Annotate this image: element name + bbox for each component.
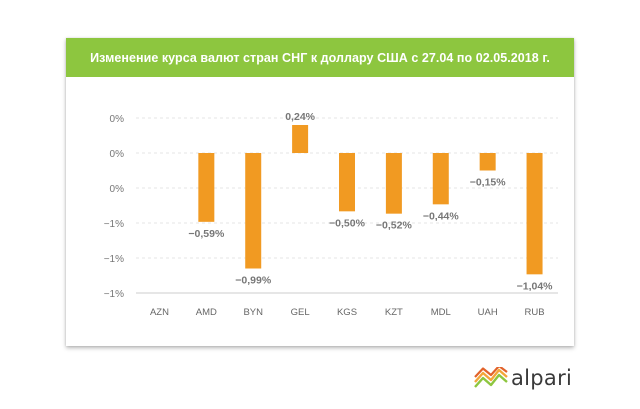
y-tick-label: −1% [104, 289, 124, 300]
chart-card: Изменение курса валют стран СНГ к доллар… [66, 38, 574, 346]
y-tick-label: −1% [104, 219, 124, 230]
y-tick-label: 0% [110, 114, 125, 125]
bar [526, 153, 543, 275]
chart-plot: 0% 0% 0% −1% −1% −1% AZN −0,59% AMD −0,99% BYN 0,24… [104, 111, 558, 318]
bar [292, 125, 309, 153]
bar [198, 153, 215, 222]
alpari-logo-text: alpari [511, 366, 573, 390]
x-tick-label: GEL [291, 307, 310, 318]
y-tick-label: −1% [104, 254, 124, 265]
bar [245, 153, 262, 269]
data-label: −0,15% [470, 177, 507, 189]
alpari-logo: alpari [473, 365, 593, 397]
x-tick-label: AZN [150, 307, 169, 318]
data-label: −0,52% [376, 220, 413, 232]
x-tick-label: KZT [385, 307, 403, 318]
bar [479, 153, 496, 171]
data-label: −0,44% [423, 210, 460, 222]
bar [432, 153, 449, 205]
alpari-logo-icon [474, 367, 508, 388]
x-tick-label: MDL [431, 307, 451, 318]
bar [339, 153, 355, 212]
y-tick-label: 0% [110, 184, 125, 195]
data-label: −0,59% [188, 228, 225, 240]
data-label: −0,99% [235, 275, 272, 287]
bar [385, 153, 402, 214]
chart-title: Изменение курса валют стран СНГ к доллар… [90, 50, 550, 65]
y-tick-label: 0% [110, 149, 125, 160]
data-label: −1,04% [517, 280, 554, 292]
data-label: −0,50% [329, 217, 366, 229]
x-tick-label: BYN [243, 307, 263, 318]
x-tick-label: AMD [196, 307, 217, 318]
chart-header: Изменение курса валют стран СНГ к доллар… [66, 38, 574, 77]
x-tick-label: UAH [478, 307, 498, 318]
data-label: 0,24% [285, 111, 315, 123]
x-tick-label: KGS [337, 307, 357, 318]
x-tick-label: RUB [525, 307, 545, 318]
